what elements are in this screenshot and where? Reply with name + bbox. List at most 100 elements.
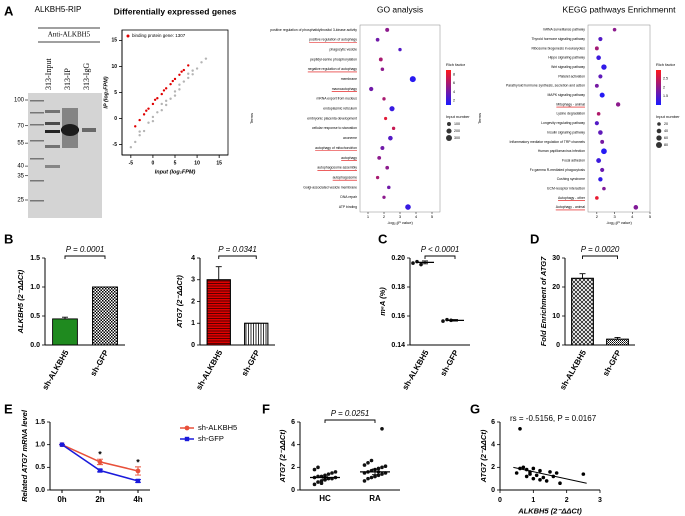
input-band bbox=[45, 145, 60, 148]
data-point bbox=[534, 473, 539, 478]
data-point bbox=[173, 90, 177, 93]
term-label: positive regulation of autophagy bbox=[309, 38, 357, 42]
data-point bbox=[316, 465, 320, 470]
term-label: axoneme bbox=[343, 136, 357, 140]
x-tick-label: RA bbox=[369, 494, 381, 503]
y-tick-label: 10 bbox=[552, 313, 560, 320]
data-point bbox=[376, 473, 381, 478]
term-label: Mitophagy - animal bbox=[556, 102, 585, 106]
data-point bbox=[59, 442, 65, 447]
legend-title: Input number bbox=[446, 114, 470, 119]
chart-title: Differentially expressed genes bbox=[114, 6, 237, 16]
y-tick-label: 2 bbox=[291, 464, 295, 471]
y-tick-label: 0 bbox=[114, 116, 117, 122]
x-tick-label: 1 bbox=[367, 214, 370, 219]
x-tick-label: 15 bbox=[216, 160, 222, 166]
term-dot bbox=[377, 155, 382, 160]
term-dot bbox=[594, 83, 599, 88]
y-tick-label: 2 bbox=[491, 464, 495, 471]
data-point bbox=[548, 470, 552, 474]
legend-title: Rich factor bbox=[656, 62, 676, 67]
x-tick-label: 0 bbox=[152, 160, 155, 166]
y-tick-label: 1.5 bbox=[35, 419, 45, 426]
legend-marker bbox=[184, 436, 190, 442]
color-bar bbox=[446, 70, 451, 105]
bracket bbox=[424, 255, 456, 259]
data-point bbox=[531, 476, 536, 481]
term-label: MAPK signaling pathway bbox=[547, 93, 585, 97]
size-swatch bbox=[656, 128, 662, 134]
term-label: cellular response to starvation bbox=[312, 126, 357, 130]
data-point bbox=[200, 61, 203, 64]
data-point bbox=[319, 481, 324, 486]
term-dot bbox=[599, 92, 605, 98]
y-axis-label: Terms bbox=[477, 113, 482, 124]
data-point bbox=[187, 72, 190, 75]
data-point bbox=[376, 466, 381, 471]
panel-label: E bbox=[4, 401, 13, 416]
data-point bbox=[330, 471, 334, 475]
blot-title: ALKBH5-RIP bbox=[35, 5, 82, 14]
x-tick-label: 3 bbox=[399, 214, 402, 219]
input-band bbox=[45, 122, 60, 125]
data-point bbox=[134, 140, 137, 144]
x-tick-label: sh-GFP bbox=[89, 348, 111, 378]
plot-frame bbox=[587, 24, 651, 213]
term-label: Fc gamma R-mediated phagocytosis bbox=[530, 168, 586, 172]
term-dot bbox=[375, 37, 380, 42]
data-point bbox=[538, 478, 542, 482]
term-dot bbox=[388, 135, 393, 141]
y-tick-label: 0.14 bbox=[391, 342, 405, 349]
term-dot bbox=[384, 116, 388, 121]
legend-swatch bbox=[126, 34, 130, 38]
marker-label: 70 bbox=[17, 123, 24, 129]
data-point bbox=[156, 97, 159, 100]
term-label: autophagy of mitochondrion bbox=[315, 146, 357, 150]
y-tick-label: 10 bbox=[111, 64, 117, 70]
size-swatch bbox=[656, 135, 662, 141]
data-point bbox=[97, 468, 103, 473]
x-tick-label: 0h bbox=[57, 495, 66, 504]
input-band bbox=[45, 165, 60, 168]
y-tick-label: 0 bbox=[556, 342, 560, 349]
term-label: macroautophagy bbox=[332, 87, 358, 91]
y-axis-label: Related ATG7 mRNA level bbox=[20, 409, 29, 502]
x-axis-label: -log₁₀(P value) bbox=[387, 220, 413, 225]
annotation: rs = -0.5156, P = 0.0167 bbox=[510, 414, 597, 423]
bar bbox=[52, 318, 78, 346]
term-dot bbox=[398, 47, 402, 52]
y-tick-label: 4 bbox=[491, 442, 495, 449]
data-point bbox=[558, 481, 562, 486]
y-tick-label: 1.5 bbox=[30, 255, 40, 262]
term-label: Platelet activation bbox=[558, 74, 585, 78]
x-axis-label: ALKBH5 (2⁻ΔΔCt) bbox=[517, 506, 582, 515]
term-dot bbox=[387, 185, 391, 190]
data-point bbox=[191, 69, 194, 72]
y-tick-label: 0.18 bbox=[391, 284, 405, 291]
term-label: Insulin signaling pathway bbox=[547, 130, 585, 134]
size-swatch bbox=[447, 122, 451, 126]
term-label: Inflammatory mediator regulation of TRP … bbox=[510, 140, 586, 144]
term-label: membrane bbox=[341, 77, 357, 81]
term-label: Thyroid hormone signaling pathway bbox=[531, 37, 585, 41]
term-dot bbox=[602, 186, 606, 191]
data-point bbox=[380, 465, 384, 470]
data-point bbox=[171, 79, 174, 83]
data-point bbox=[164, 87, 168, 90]
data-point bbox=[134, 125, 137, 128]
y-axis-label: ATG7 (2⁻ΔΔCt) bbox=[479, 429, 488, 483]
x-tick-label: 3 bbox=[613, 214, 616, 219]
data-point bbox=[135, 478, 141, 484]
data-point bbox=[173, 77, 177, 81]
x-tick-label: 4h bbox=[133, 495, 142, 504]
data-point bbox=[514, 471, 519, 475]
data-point bbox=[178, 73, 181, 76]
term-dot bbox=[596, 112, 601, 116]
y-tick-label: 0 bbox=[491, 487, 495, 494]
data-point bbox=[581, 472, 586, 476]
data-point bbox=[180, 70, 183, 73]
marker-label: 25 bbox=[17, 198, 24, 204]
y-tick-label: 0.0 bbox=[35, 487, 45, 494]
significance: * bbox=[136, 457, 140, 467]
